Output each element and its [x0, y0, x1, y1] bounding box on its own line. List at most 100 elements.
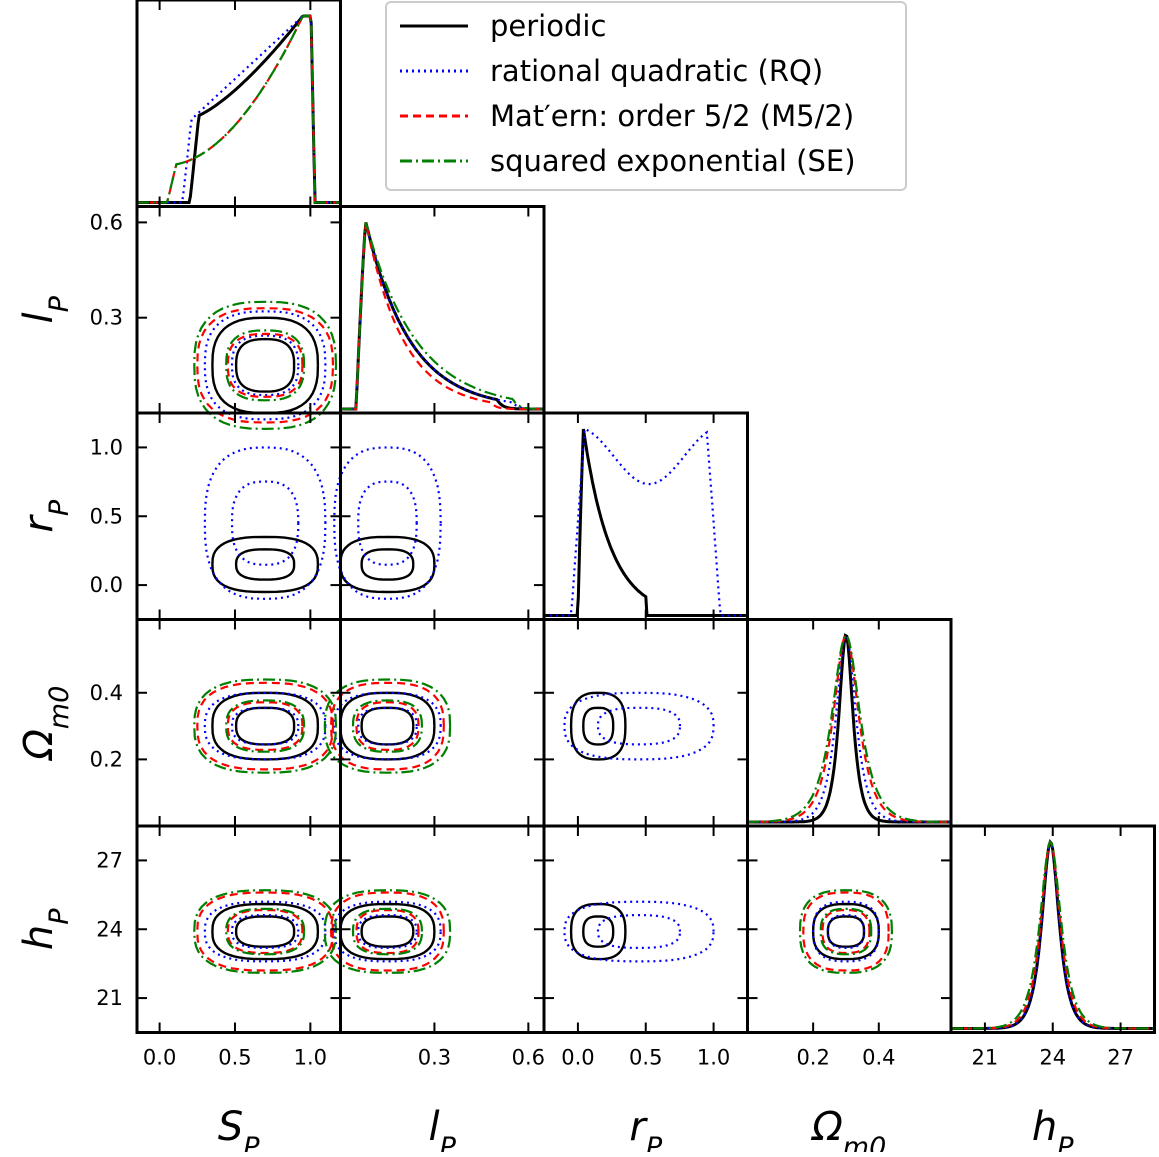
y-axis-label-h: hP: [16, 908, 75, 950]
contour-Om-S-SE-outer: [193, 678, 338, 774]
panel-h-Om: [746, 824, 953, 1034]
contour-h-Om-periodic-inner: [826, 915, 866, 948]
contour-h-S-periodic-outer: [211, 902, 320, 961]
legend-label: rational quadratic (RQ): [490, 54, 823, 88]
y-axis-label-Om: Ωm0: [16, 686, 75, 762]
y-tick-label-Om: 0.2: [90, 747, 123, 771]
panel-h-r: [542, 824, 749, 1034]
contour-r-S-periodic-inner: [234, 548, 296, 581]
legend-label: Mat′ern: order 5/2 (M5/2): [490, 99, 854, 133]
contour-r-l-periodic-outer: [339, 535, 436, 594]
contour-h-r-periodic-inner: [582, 915, 615, 948]
contour-h-S-SE-inner: [225, 907, 306, 956]
contour-h-S-RQ-outer: [203, 900, 327, 963]
panel-r-l: [339, 411, 546, 621]
legend-label: squared exponential (SE): [490, 144, 856, 178]
contour-l-S-periodic-outer: [211, 316, 320, 415]
marginal-l-RQ: [340, 222, 544, 411]
contour-Om-l-RQ-outer: [333, 691, 442, 761]
x-tick-label-h: 21: [972, 1046, 999, 1070]
contour-Om-r-periodic-inner: [582, 706, 615, 746]
contour-Om-S-periodic-inner: [234, 706, 296, 746]
contour-r-l-RQ-outer: [333, 446, 442, 601]
contour-Om-r-RQ-outer: [563, 691, 715, 761]
y-axis-label-r: rP: [16, 499, 75, 532]
marginal-S-periodic: [137, 14, 341, 204]
marginal-h-periodic: [951, 839, 1155, 1030]
y-tick-label-Om: 0.4: [90, 681, 123, 705]
y-tick-label-r: 1.0: [90, 435, 123, 459]
y-tick-label-h: 24: [96, 917, 123, 941]
contour-Om-l-RQ-inner: [357, 706, 418, 746]
contour-h-l-M52-inner: [355, 908, 420, 955]
panel-Om-l: [339, 618, 546, 828]
contour-h-l-periodic-inner: [360, 915, 415, 948]
contour-Om-S-M52-outer: [196, 681, 335, 771]
x-tick-label-l: 0.3: [418, 1046, 451, 1070]
marginal-l-periodic: [340, 222, 544, 411]
contour-l-S-SE-inner: [225, 329, 306, 402]
contour-h-l-RQ-inner: [357, 913, 418, 950]
legend-label: periodic: [490, 9, 606, 43]
x-tick-label-S: 0.5: [218, 1046, 251, 1070]
marginal-r-periodic: [544, 428, 748, 617]
x-tick-label-r: 0.0: [561, 1046, 594, 1070]
y-axis-label-l: lP: [16, 295, 75, 323]
x-axis-label-h: hP: [1032, 1104, 1074, 1152]
marginal-h-M52: [951, 840, 1155, 1030]
x-tick-label-l: 0.6: [512, 1046, 545, 1070]
panel-h-l: [339, 824, 546, 1034]
contour-r-l-periodic-inner: [360, 548, 415, 581]
contour-Om-l-SE-outer: [323, 678, 452, 774]
marginal-Om-SE: [747, 634, 951, 824]
y-tick-label-h: 21: [96, 986, 123, 1010]
contour-h-S-SE-outer: [193, 889, 338, 974]
marginal-r-RQ: [544, 427, 748, 617]
legend: periodic rational quadratic (RQ) Mat′ern: …: [385, 1, 907, 191]
labels-layer: SP lP rP Ωm0 hP lP rP Ωm0 hP: [16, 295, 1074, 1157]
panel-r-S: [135, 411, 342, 621]
contour-l-S-periodic-inner: [234, 337, 296, 393]
contour-l-S-RQ-inner: [230, 334, 300, 397]
y-tick-label-l: 0.6: [90, 210, 123, 234]
x-tick-label-S: 0.0: [143, 1046, 176, 1070]
ticks-layer: 0.0 0.5 1.0 0.3 0.6 0.0 0.5 1.0 0.2 0.4 21 24 27 0.3 0…: [90, 0, 1134, 1070]
contour-h-Om-SE-outer: [798, 889, 893, 974]
x-axis-label-l: lP: [429, 1104, 457, 1152]
contour-h-l-periodic-outer: [339, 902, 436, 961]
x-axis-label-r: rP: [629, 1104, 662, 1152]
contour-r-S-RQ-outer: [203, 446, 327, 601]
contour-Om-r-periodic-outer: [569, 691, 627, 761]
x-tick-label-S: 1.0: [294, 1046, 327, 1070]
contour-h-l-M52-outer: [329, 891, 445, 972]
y-tick-label-l: 0.3: [90, 306, 123, 330]
marginal-S-M52: [137, 14, 341, 204]
contour-h-S-periodic-inner: [234, 915, 296, 948]
contour-h-Om-M52-outer: [802, 891, 890, 972]
contour-Om-l-M52-outer: [329, 681, 445, 771]
y-tick-label-r: 0.5: [90, 504, 123, 528]
contour-h-l-RQ-outer: [333, 900, 442, 963]
marginal-l-SE: [340, 222, 544, 411]
y-tick-label-h: 27: [96, 848, 123, 872]
legend-box: [385, 1, 907, 191]
contour-Om-l-M52-inner: [355, 701, 420, 752]
contour-Om-l-periodic-inner: [360, 706, 415, 746]
panel-h-S: [135, 824, 342, 1034]
contour-h-r-RQ-inner: [596, 913, 682, 950]
y-tick-label-r: 0.0: [90, 573, 123, 597]
x-axis-label-Om: Ωm0: [810, 1104, 886, 1152]
contour-r-S-periodic-outer: [211, 535, 320, 594]
contour-h-l-SE-inner: [351, 907, 423, 956]
x-tick-label-h: 24: [1039, 1046, 1066, 1070]
marginal-S-RQ: [137, 14, 341, 204]
panel-Om-r: [542, 618, 749, 828]
contour-h-Om-SE-inner: [819, 907, 873, 956]
x-tick-label-r: 1.0: [697, 1046, 730, 1070]
contour-h-Om-RQ-inner: [826, 913, 866, 950]
marginal-h-RQ: [951, 839, 1155, 1030]
contour-h-r-RQ-outer: [563, 900, 715, 963]
x-tick-label-h: 27: [1107, 1046, 1134, 1070]
